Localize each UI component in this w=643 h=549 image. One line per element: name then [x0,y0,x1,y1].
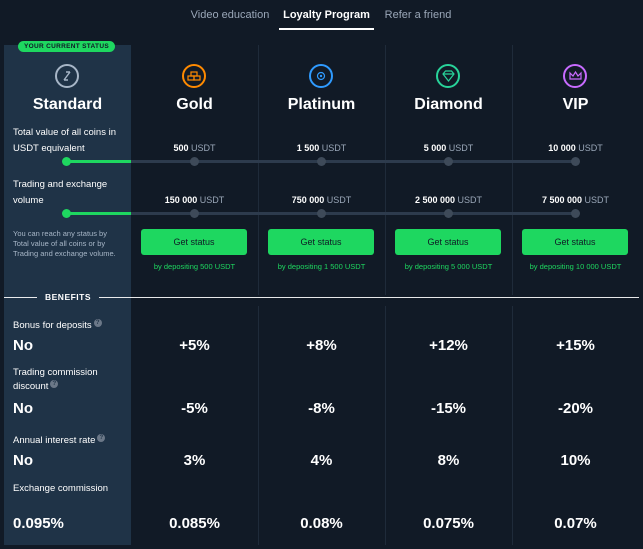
benefit-value-gold: -5% [181,400,208,417]
requirement-total-diamond: 5 000 USDT [423,143,474,153]
benefit-value-diamond: 0.075% [423,515,474,532]
benefit-value-standard: No [13,337,33,354]
trading-volume-track-progress [67,212,131,215]
progress-dot-current [62,209,71,218]
benefit-value-diamond: -15% [430,400,467,417]
trading-volume-label: Trading and exchange volume [13,179,108,206]
requirement-total-vip: 10 000 USDT [548,143,603,153]
total-value-label: Total value of all coins in USDT equival… [13,127,116,154]
requirement-volume-vip: 7 500 000 USDT [541,195,610,205]
progress-dot [190,209,199,218]
requirement-total-gold: 500 USDT [173,143,216,153]
requirement-volume-diamond: 2 500 000 USDT [414,195,483,205]
deposit-note-gold: by depositing 500 USDT [153,262,236,271]
benefit-value-vip: 0.07% [554,515,597,532]
deposit-note-vip: by depositing 10 000 USDT [529,262,622,271]
gear-icon [309,64,333,88]
get-status-vip-button[interactable]: Get status [522,229,628,255]
progress-dot [444,157,453,166]
help-icon[interactable]: ? [50,380,59,388]
column-divider [258,306,259,545]
column-divider [385,306,386,545]
current-status-badge: YOUR CURRENT STATUS [18,41,115,52]
benefit-label-bonus: Bonus for deposits? [13,319,102,333]
diamond-icon [436,64,460,88]
total-value-track-progress [67,160,131,163]
column-divider [512,45,513,295]
benefit-value-gold: 3% [183,452,206,469]
tier-name-platinum: Platinum [287,96,356,113]
tier-name-gold: Gold [176,96,213,113]
benefit-value-standard: No [13,452,33,469]
benefit-value-platinum: +8% [306,337,337,354]
progress-dot [190,157,199,166]
benefit-value-platinum: 4% [310,452,333,469]
tab-refer-a-friend[interactable]: Refer a friend [384,9,452,21]
lightning-icon [55,64,79,88]
tab-bar: Video education Loyalty Program Refer a … [0,0,643,30]
benefit-value-diamond: 8% [437,452,460,469]
benefit-value-standard: 0.095% [13,515,64,532]
benefits-heading: BENEFITS [37,292,100,302]
gold-bars-icon [182,64,206,88]
column-divider [512,306,513,545]
tier-name-standard: Standard [32,96,103,113]
benefit-label-exchange-commission: Exchange commission [13,483,109,494]
get-status-gold-button[interactable]: Get status [141,229,247,255]
benefit-value-vip: +15% [556,337,595,354]
requirement-total-platinum: 1 500 USDT [296,143,347,153]
benefit-label-interest: Annual interest rate? [13,434,106,448]
get-status-platinum-button[interactable]: Get status [268,229,374,255]
reach-status-note: You can reach any status by Total value … [13,229,116,258]
benefit-value-platinum: 0.08% [300,515,343,532]
progress-dot [571,209,580,218]
benefit-value-vip: -20% [557,400,594,417]
benefit-value-standard: No [13,400,33,417]
help-icon[interactable]: ? [97,434,106,442]
deposit-note-diamond: by depositing 5 000 USDT [404,262,493,271]
column-divider [385,45,386,295]
get-status-diamond-button[interactable]: Get status [395,229,501,255]
requirement-volume-gold: 150 000 USDT [164,195,225,205]
tier-name-diamond: Diamond [414,96,483,113]
crown-icon [563,64,587,88]
benefit-value-gold: +5% [179,337,210,354]
benefit-value-diamond: +12% [429,337,468,354]
tab-loyalty-program[interactable]: Loyalty Program [279,0,374,30]
benefit-value-gold: 0.085% [169,515,220,532]
progress-dot [444,209,453,218]
progress-dot [571,157,580,166]
requirement-volume-platinum: 750 000 USDT [291,195,352,205]
help-icon[interactable]: ? [93,319,102,327]
progress-dot [317,209,326,218]
column-divider [258,45,259,295]
progress-dot [317,157,326,166]
deposit-note-platinum: by depositing 1 500 USDT [277,262,366,271]
benefit-value-platinum: -8% [308,400,335,417]
tab-video-education[interactable]: Video education [190,9,270,21]
benefit-value-vip: 10% [560,452,591,469]
benefits-divider [4,297,639,298]
benefit-label-commission-discount: Trading commission discount? [13,367,98,393]
progress-dot-current [62,157,71,166]
tier-name-vip: VIP [562,96,589,113]
